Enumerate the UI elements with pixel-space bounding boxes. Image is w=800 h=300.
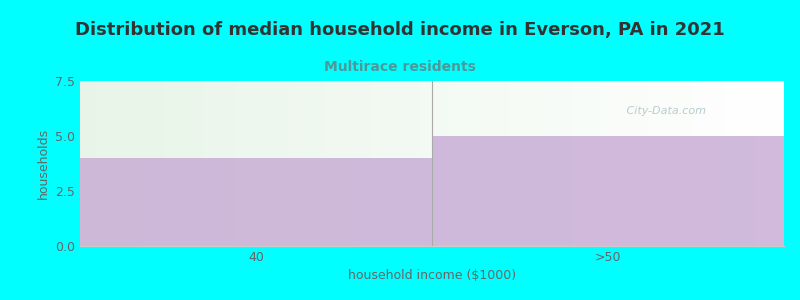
Text: City-Data.com: City-Data.com	[623, 106, 706, 116]
Text: Multirace residents: Multirace residents	[324, 60, 476, 74]
Y-axis label: households: households	[37, 128, 50, 199]
X-axis label: household income ($1000): household income ($1000)	[348, 269, 516, 282]
Text: Distribution of median household income in Everson, PA in 2021: Distribution of median household income …	[75, 21, 725, 39]
